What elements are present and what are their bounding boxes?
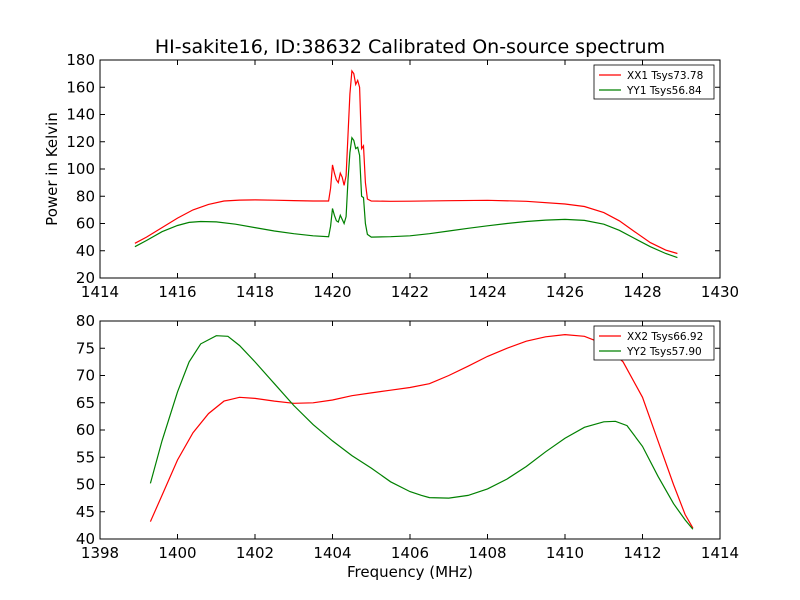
y-tick-label: 70 bbox=[76, 367, 95, 385]
y-tick-label: 100 bbox=[66, 160, 95, 178]
x-tick-label: 1418 bbox=[236, 283, 274, 301]
x-tick-label: 1404 bbox=[313, 544, 351, 562]
y-tick-label: 140 bbox=[66, 106, 95, 124]
x-tick-label: 1428 bbox=[623, 283, 661, 301]
legend-label: YY1 Tsys56.84 bbox=[626, 85, 702, 97]
x-tick-label: 1422 bbox=[391, 283, 429, 301]
y-tick-label: 45 bbox=[76, 503, 95, 521]
bottom-panel: 1398 1400 1402 1404 1406 1408 1410 1412 1414 40 45… bbox=[76, 312, 739, 562]
top-panel: 1414 1416 1418 1420 1422 1424 1426 1428 1430 20 40… bbox=[43, 51, 739, 301]
x-tick-label: 1400 bbox=[158, 544, 196, 562]
legend-box bbox=[593, 325, 715, 361]
x-tick-label: 1412 bbox=[623, 544, 661, 562]
x-tick-label: 1406 bbox=[391, 544, 429, 562]
y-tick-label: 40 bbox=[76, 242, 95, 260]
y-tick-label: 20 bbox=[76, 269, 95, 287]
x-tick-label: 1402 bbox=[236, 544, 274, 562]
legend-label: XX2 Tsys66.92 bbox=[627, 331, 703, 343]
x-tick-label: 1424 bbox=[468, 283, 506, 301]
x-tick-label: 1414 bbox=[81, 283, 119, 301]
x-tick-label: 1410 bbox=[546, 544, 584, 562]
x-axis-label: Frequency (MHz) bbox=[347, 563, 473, 581]
legend: XX2 Tsys66.92 YY2 Tsys57.90 bbox=[593, 325, 715, 361]
chart-title: HI-sakite16, ID:38632 Calibrated On-sour… bbox=[155, 36, 665, 58]
y-axis-label: Power in Kelvin bbox=[43, 112, 61, 226]
x-tick-label: 1416 bbox=[158, 283, 196, 301]
y-tick-label: 60 bbox=[76, 421, 95, 439]
legend-box bbox=[593, 64, 715, 100]
x-tick-label: 1426 bbox=[546, 283, 584, 301]
x-tick-label: 1420 bbox=[313, 283, 351, 301]
y-tick-label: 65 bbox=[76, 394, 95, 412]
x-tick-label: 1408 bbox=[468, 544, 506, 562]
y-tick-label: 80 bbox=[76, 187, 95, 205]
y-tick-label: 50 bbox=[76, 476, 95, 494]
x-tick-label: 1398 bbox=[81, 544, 119, 562]
legend: XX1 Tsys73.78 YY1 Tsys56.84 bbox=[593, 64, 715, 100]
y-tick-label: 120 bbox=[66, 133, 95, 151]
y-tick-label: 160 bbox=[66, 78, 95, 96]
y-tick-label: 55 bbox=[76, 448, 95, 466]
y-tick-label: 80 bbox=[76, 312, 95, 330]
y-tick-label: 180 bbox=[66, 51, 95, 69]
x-tick-label: 1430 bbox=[701, 283, 739, 301]
series-line-xx2 bbox=[149, 333, 694, 529]
y-tick-label: 40 bbox=[76, 530, 95, 548]
y-tick-label: 75 bbox=[76, 339, 95, 357]
x-tick-label: 1414 bbox=[701, 544, 739, 562]
series-line-xx1 bbox=[134, 69, 678, 255]
legend-label: XX1 Tsys73.78 bbox=[627, 70, 703, 82]
series-line-yy1 bbox=[134, 136, 678, 259]
y-tick-label: 60 bbox=[76, 215, 95, 233]
legend-label: YY2 Tsys57.90 bbox=[626, 346, 702, 358]
series-line-yy2 bbox=[149, 335, 694, 530]
